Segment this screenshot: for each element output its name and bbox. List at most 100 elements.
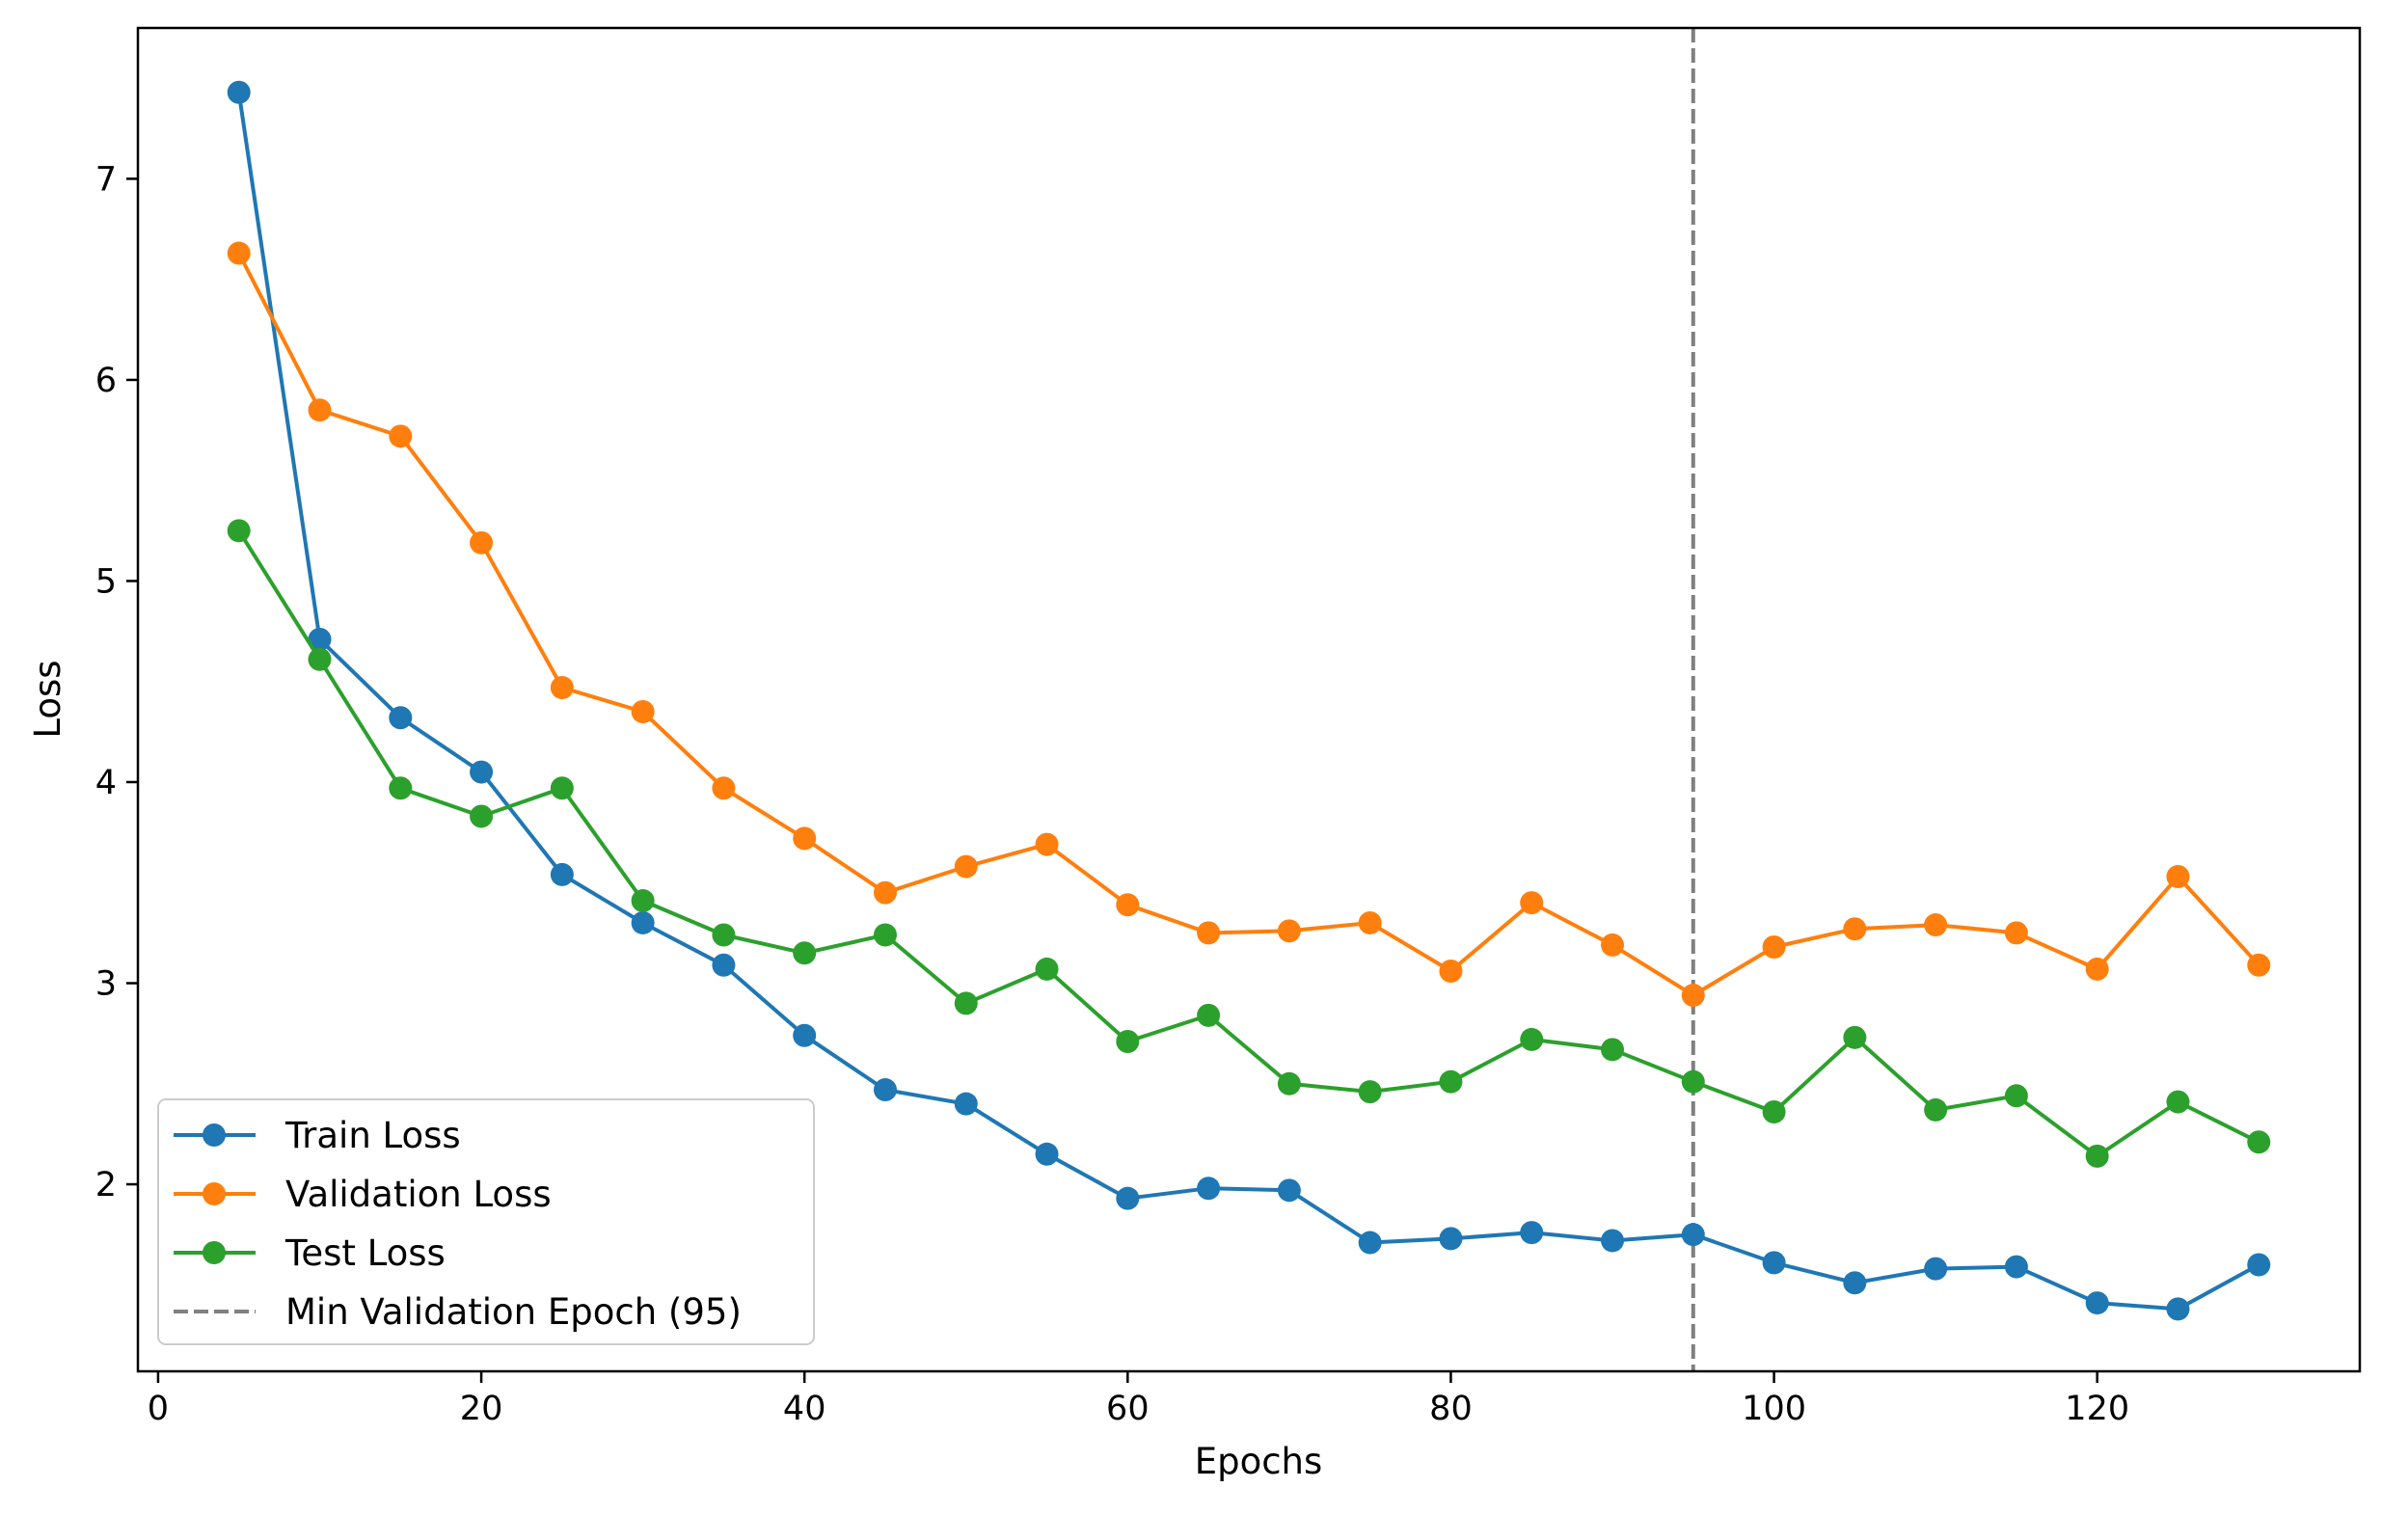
y-axis-title: Loss [27,660,68,738]
y-tick-label: 2 [95,1166,117,1204]
axes-frame [136,26,2362,1373]
validation-loss-point [1601,933,1625,957]
validation-loss-point [2166,865,2190,889]
legend-label-validation-loss: Validation Loss [285,1174,552,1215]
train-loss-point [1762,1251,1786,1275]
test-loss-point [1681,1069,1705,1094]
train-loss-point [1681,1223,1705,1247]
x-tick-label: 100 [1742,1390,1806,1428]
test-loss-point [2004,1084,2028,1108]
train-loss-point [1924,1257,1948,1281]
train-loss-point [1843,1271,1867,1295]
x-tick-label: 80 [1429,1390,1473,1428]
validation-loss-point [1197,921,1221,945]
test-loss-point [1439,1069,1463,1094]
test-loss-point [954,991,978,1015]
validation-loss-point [1520,891,1544,915]
train-loss-point [954,1092,978,1116]
test-loss-point [1924,1097,1948,1122]
validation-loss-point [389,424,413,448]
test-loss-point [308,647,332,671]
train-loss-point [793,1023,817,1047]
validation-loss-point [1035,832,1059,856]
train-loss-line [236,92,2260,1312]
train-loss-point [2004,1255,2028,1279]
validation-loss-point [470,530,494,555]
legend-frame [157,1098,815,1345]
train-loss-point [1601,1229,1625,1253]
train-loss-point [1520,1221,1544,1245]
validation-loss-point [550,675,574,699]
train-loss-point [631,910,655,934]
validation-loss-point [2085,957,2109,981]
validation-loss-point [1762,934,1786,959]
train-loss-point [550,862,574,886]
legend-marker-test-loss [203,1241,226,1264]
validation-loss-point [1843,917,1867,941]
test-loss-point [1843,1025,1867,1049]
validation-loss-point [1277,919,1301,943]
train-loss-point [1358,1231,1382,1255]
test-loss-point [1520,1027,1544,1051]
legend-label-min-validation-epoch-95-: Min Validation Epoch (95) [285,1291,742,1333]
test-loss-point [1035,957,1059,981]
test-loss-point [550,776,574,800]
test-loss-point [389,776,413,800]
y-tick-label: 7 [95,160,117,199]
test-loss-point [631,889,655,913]
validation-loss-point [2004,921,2028,945]
test-loss-point [873,923,897,947]
x-tick-label: 20 [460,1390,503,1428]
validation-loss-point [1358,910,1382,934]
test-loss-point [1116,1030,1140,1054]
test-loss-point [1601,1038,1625,1062]
test-loss-point [1358,1080,1382,1104]
y-axis-ticks: 2 3 4 5 6 7 [95,160,138,1204]
train-loss-point [470,760,494,784]
plot-area [227,28,2271,1371]
train-loss-point [873,1078,897,1102]
test-loss-point [712,923,736,947]
legend-label-test-loss: Test Loss [284,1232,446,1274]
validation-loss-point [873,880,897,905]
test-loss-point [470,804,494,828]
y-tick-label: 5 [95,562,117,601]
train-loss-point [227,80,251,104]
validation-loss-point [2247,953,2271,977]
x-tick-label: 60 [1106,1390,1150,1428]
x-tick-label: 0 [148,1390,169,1428]
test-loss-point [1762,1099,1786,1123]
test-loss-point [1277,1071,1301,1096]
train-loss-point [1116,1186,1140,1210]
train-loss-point [2166,1297,2190,1321]
validation-loss-point [1116,893,1140,917]
x-axis-title: Epochs [1195,1441,1323,1482]
train-loss-point [712,953,736,977]
validation-loss-point [1439,960,1463,984]
test-loss-point [2085,1144,2109,1168]
train-loss-point [2247,1253,2271,1277]
x-tick-label: 40 [783,1390,826,1428]
test-loss-point [227,519,251,543]
validation-loss-point [1681,984,1705,1008]
y-tick-label: 3 [95,965,117,1004]
train-loss-point [1197,1177,1221,1201]
validation-loss-point [793,826,817,851]
test-loss-line [237,529,2260,1158]
train-loss-point [1035,1142,1059,1166]
legend: Train Loss Validation Loss Test Loss Min Va… [157,1098,815,1345]
train-loss-point [1277,1178,1301,1203]
validation-loss-point [631,700,655,724]
x-axis-ticks: 0 20 40 60 80 100 120 [148,1371,2129,1428]
y-tick-label: 6 [95,362,117,400]
train-loss-point [308,627,332,651]
train-loss-point [389,706,413,730]
test-loss-point [2247,1130,2271,1154]
x-tick-label: 120 [2065,1390,2129,1428]
test-loss-point [793,941,817,965]
test-loss-point [2166,1090,2190,1114]
validation-loss-point [308,398,332,422]
validation-loss-line [236,252,2260,997]
legend-marker-train-loss [203,1123,226,1147]
y-tick-label: 4 [95,764,117,802]
